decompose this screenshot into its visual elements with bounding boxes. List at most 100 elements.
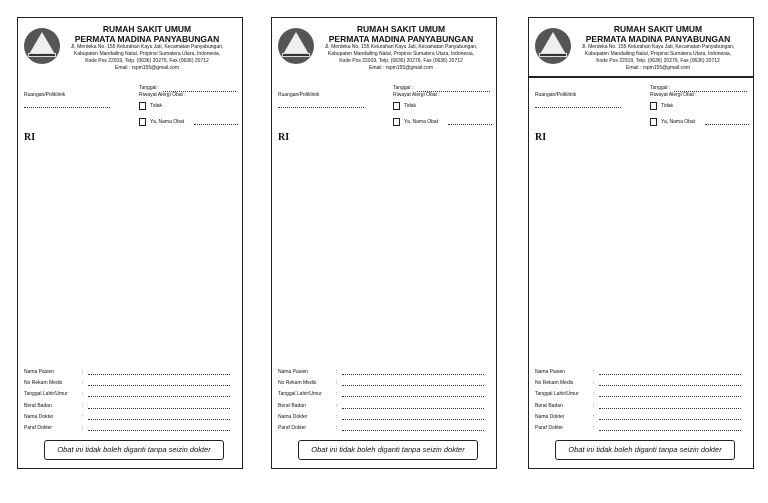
field-input[interactable] bbox=[88, 396, 230, 398]
address-line: Jl. Merdeka No. 155 Kelurahan Kayu Jati,… bbox=[324, 44, 478, 50]
field-label: Berat Badan bbox=[278, 402, 306, 409]
field-colon: : bbox=[593, 425, 595, 431]
field-input[interactable] bbox=[88, 374, 230, 375]
nama-obat-field[interactable] bbox=[448, 124, 492, 125]
ruangan-field[interactable] bbox=[24, 107, 110, 108]
field-colon: : bbox=[593, 391, 595, 398]
hospital-name: PERMATA MADINA PANYABUNGAN bbox=[585, 34, 731, 44]
field-colon: : bbox=[593, 413, 595, 420]
field-label: Berat Badan bbox=[24, 402, 52, 409]
address-line: Kode Pos 22919, Telp. (0636) 20279, Fax … bbox=[596, 58, 720, 64]
field-input[interactable] bbox=[342, 430, 484, 431]
ruangan-field[interactable] bbox=[278, 107, 364, 108]
footer-notice: Obat ini tidak boleh diganti tanpa seizi… bbox=[44, 440, 224, 460]
tanggal-field[interactable] bbox=[417, 91, 490, 92]
tidak-label: Tidak bbox=[150, 103, 163, 109]
letterhead: RUMAH SAKIT UMUM PERMATA MADINA PANYABUN… bbox=[310, 24, 492, 72]
field-input[interactable] bbox=[342, 374, 484, 375]
field-label: Nama Pasien bbox=[278, 369, 309, 375]
field-label: Tanggal Lahir/Umur bbox=[24, 391, 68, 398]
letterhead: RUMAH SAKIT UMUM PERMATA MADINA PANYABUN… bbox=[567, 24, 749, 72]
field-input[interactable] bbox=[88, 385, 230, 387]
hospital-name: PERMATA MADINA PANYABUNGAN bbox=[74, 34, 220, 44]
riwayat-alergi-label: Riwayat Alergi Obat : bbox=[650, 92, 697, 98]
field-label: No Rekam Medis bbox=[278, 380, 317, 387]
tidak-label: Tidak bbox=[661, 103, 674, 109]
field-colon: : bbox=[336, 391, 338, 398]
prescription-form-2: RUMAH SAKIT UMUM PERMATA MADINA PANYABUN… bbox=[271, 17, 497, 469]
ya-checkbox[interactable] bbox=[650, 118, 657, 126]
footer-notice: Obat ini tidak boleh diganti tanpa seizi… bbox=[298, 440, 478, 460]
field-colon: : bbox=[336, 380, 338, 387]
address-line: Email : rspm155@gmail.com bbox=[115, 65, 179, 71]
rx-symbol: RI bbox=[24, 132, 36, 143]
field-colon: : bbox=[593, 369, 595, 375]
address-line: Kode Pos 22919, Telp. (0636) 20279, Fax … bbox=[85, 58, 209, 64]
address-line: Email : rspm155@gmail.com bbox=[626, 65, 690, 71]
address-line: Kabupaten Mandailing Natal, Propinsi Sum… bbox=[584, 51, 732, 57]
field-label: Paraf Dokter bbox=[24, 425, 53, 431]
field-colon: : bbox=[336, 402, 338, 409]
field-input[interactable] bbox=[599, 407, 741, 409]
rx-symbol: RI bbox=[278, 132, 290, 143]
field-colon: : bbox=[82, 425, 84, 431]
tidak-checkbox[interactable] bbox=[393, 102, 400, 110]
field-input[interactable] bbox=[342, 407, 484, 409]
header-divider bbox=[528, 76, 754, 78]
address-line: Jl. Merdeka No. 155 Kelurahan Kayu Jati,… bbox=[70, 44, 224, 50]
field-label: Paraf Dokter bbox=[535, 425, 564, 431]
field-colon: : bbox=[82, 391, 84, 398]
field-input[interactable] bbox=[599, 418, 741, 420]
hospital-logo bbox=[24, 28, 60, 64]
ruangan-label: Ruangan/Poliklinik bbox=[278, 92, 320, 98]
field-label: No Rekam Medis bbox=[24, 380, 63, 387]
tidak-checkbox[interactable] bbox=[139, 102, 146, 110]
nama-obat-field[interactable] bbox=[194, 124, 238, 125]
address-line: Jl. Merdeka No. 155 Kelurahan Kayu Jati,… bbox=[581, 44, 735, 50]
field-input[interactable] bbox=[88, 407, 230, 409]
tanggal-field[interactable] bbox=[163, 91, 236, 92]
field-colon: : bbox=[82, 369, 84, 375]
field-label: Tanggal Lahir/Umur bbox=[535, 391, 579, 398]
field-input[interactable] bbox=[599, 374, 741, 375]
hospital-logo bbox=[278, 28, 314, 64]
field-input[interactable] bbox=[88, 418, 230, 420]
riwayat-alergi-label: Riwayat Alergi Obat : bbox=[393, 92, 440, 98]
hospital-type: RUMAH SAKIT UMUM bbox=[613, 24, 703, 34]
field-input[interactable] bbox=[88, 430, 230, 431]
tanggal-label: Tanggal : bbox=[139, 85, 160, 91]
field-colon: : bbox=[336, 413, 338, 420]
ya-checkbox[interactable] bbox=[139, 118, 146, 126]
tanggal-label: Tanggal : bbox=[393, 85, 414, 91]
ya-checkbox[interactable] bbox=[393, 118, 400, 126]
letterhead: RUMAH SAKIT UMUM PERMATA MADINA PANYABUN… bbox=[56, 24, 238, 72]
tanggal-field[interactable] bbox=[674, 91, 747, 92]
tidak-label: Tidak bbox=[404, 103, 417, 109]
field-input[interactable] bbox=[599, 396, 741, 398]
field-colon: : bbox=[593, 380, 595, 387]
field-label: Nama Pasien bbox=[535, 369, 566, 375]
tidak-checkbox[interactable] bbox=[650, 102, 657, 110]
ya-label: Ya, Nama Obat bbox=[150, 119, 185, 125]
field-label: Nama Dokter bbox=[278, 413, 308, 420]
address-line: Email : rspm155@gmail.com bbox=[369, 65, 433, 71]
field-input[interactable] bbox=[342, 385, 484, 387]
riwayat-alergi-label: Riwayat Alergi Obat : bbox=[139, 92, 186, 98]
field-colon: : bbox=[336, 369, 338, 375]
ruangan-field[interactable] bbox=[535, 107, 621, 108]
field-label: Nama Dokter bbox=[24, 413, 54, 420]
field-colon: : bbox=[336, 425, 338, 431]
address-line: Kode Pos 22919, Telp. (0636) 20279, Fax … bbox=[339, 58, 463, 64]
field-input[interactable] bbox=[342, 396, 484, 398]
address-line: Kabupaten Mandailing Natal, Propinsi Sum… bbox=[73, 51, 221, 57]
tanggal-label: Tanggal : bbox=[650, 85, 671, 91]
field-input[interactable] bbox=[342, 418, 484, 420]
field-input[interactable] bbox=[599, 430, 741, 431]
field-label: Nama Dokter bbox=[535, 413, 565, 420]
nama-obat-field[interactable] bbox=[705, 124, 749, 125]
field-colon: : bbox=[82, 413, 84, 420]
prescription-form-3: RUMAH SAKIT UMUM PERMATA MADINA PANYABUN… bbox=[528, 17, 754, 469]
field-colon: : bbox=[82, 402, 84, 409]
prescription-form-1: RUMAH SAKIT UMUM PERMATA MADINA PANYABUN… bbox=[17, 17, 243, 469]
field-input[interactable] bbox=[599, 385, 741, 387]
